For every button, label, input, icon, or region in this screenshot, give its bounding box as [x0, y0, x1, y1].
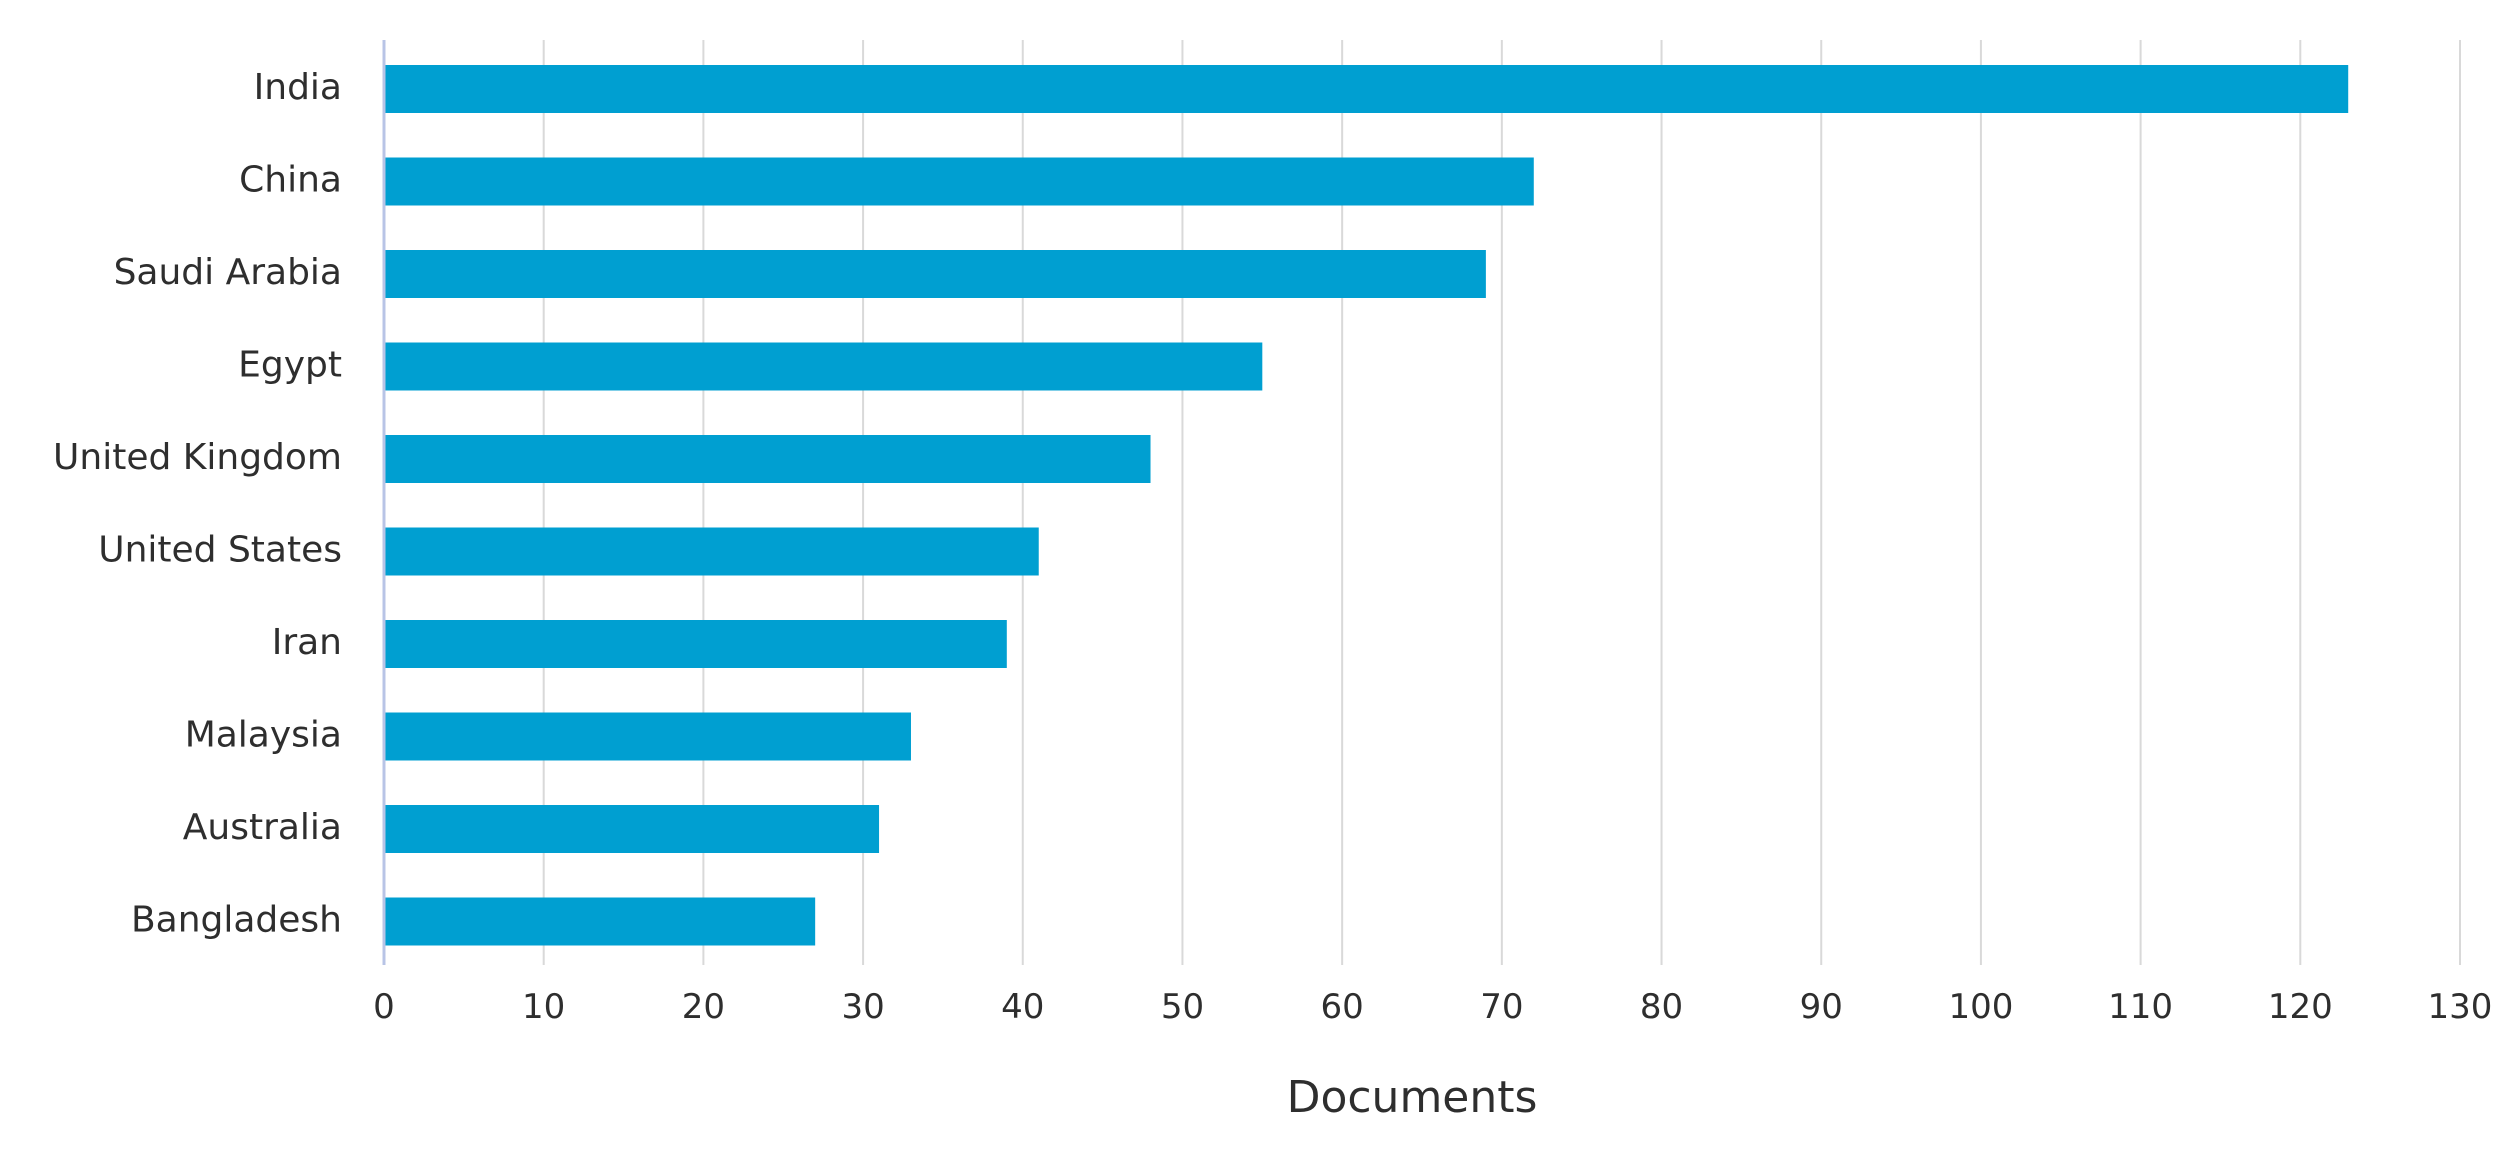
category-label-china: China [239, 160, 342, 201]
bars [384, 65, 2349, 946]
category-labels: India China Saudi Arabia Egypt United Kingdo… [53, 67, 342, 941]
bar-saudi-arabia [384, 250, 1486, 298]
x-tick-label-0: 0 [373, 987, 395, 1027]
x-tick-label-120: 120 [2268, 987, 2333, 1027]
x-tick-label-40: 40 [1001, 987, 1044, 1027]
x-tick-label-80: 80 [1640, 987, 1683, 1027]
category-label-united-states: United States [98, 530, 342, 571]
x-tick-label-130: 130 [2428, 987, 2493, 1027]
bar-malaysia [384, 712, 911, 761]
x-tick-label-50: 50 [1161, 987, 1204, 1027]
category-label-united-kingdom: United Kingdom [53, 437, 342, 478]
bar-bangladesh [384, 897, 816, 946]
category-label-iran: Iran [272, 622, 342, 663]
x-tick-label-70: 70 [1480, 987, 1523, 1027]
bar-india [384, 65, 2349, 113]
x-tick-label-20: 20 [682, 987, 725, 1027]
x-tick-label-100: 100 [1948, 987, 2013, 1027]
x-tick-label-30: 30 [841, 987, 884, 1027]
x-axis-title: Documents [1287, 1072, 1538, 1123]
bar-united-states [384, 527, 1039, 576]
category-label-egypt: Egypt [238, 345, 342, 386]
category-label-bangladesh: Bangladesh [131, 900, 342, 941]
bar-china [384, 157, 1534, 206]
bar-united-kingdom [384, 435, 1151, 483]
category-label-malaysia: Malaysia [185, 715, 342, 756]
category-label-saudi-arabia: Saudi Arabia [114, 252, 342, 293]
x-tick-label-90: 90 [1800, 987, 1843, 1027]
x-tick-label-10: 10 [522, 987, 565, 1027]
x-tick-label-110: 110 [2108, 987, 2173, 1027]
bar-australia [384, 805, 880, 853]
bar-iran [384, 620, 1007, 668]
category-label-india: India [254, 67, 342, 108]
x-tick-labels: 0 10 20 30 40 50 60 70 80 90 100 110 120 130 [373, 987, 2492, 1027]
bar-egypt [384, 342, 1263, 391]
category-label-australia: Australia [183, 807, 342, 848]
x-tick-label-60: 60 [1321, 987, 1364, 1027]
